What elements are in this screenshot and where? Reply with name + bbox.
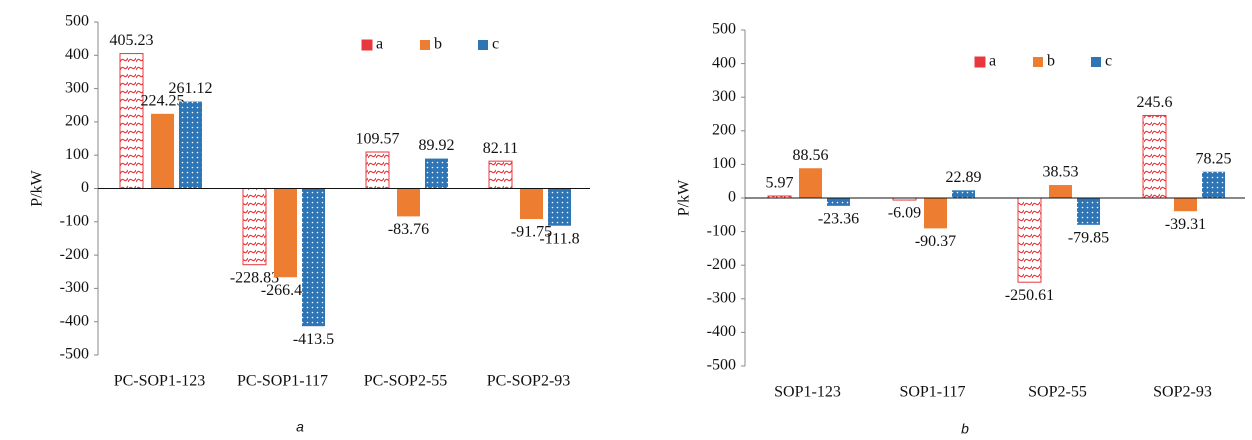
y-tick-label: -100 — [60, 212, 89, 229]
legend-swatch — [478, 40, 488, 50]
bar — [365, 151, 390, 189]
y-tick-label: 400 — [712, 54, 736, 71]
caption: b — [961, 421, 969, 437]
y-tick-label: 100 — [712, 155, 736, 172]
data-label: -228.83 — [230, 269, 279, 286]
x-tick-label: PC-SOP1-117 — [237, 373, 328, 390]
y-tick-label: -200 — [60, 246, 89, 263]
bar — [425, 158, 448, 189]
data-label: -413.5 — [293, 331, 334, 348]
data-label: -39.31 — [1165, 216, 1206, 233]
y-tick-label: -400 — [60, 312, 89, 329]
data-label: 5.97 — [766, 175, 794, 192]
y-tick-label: -500 — [60, 346, 89, 363]
legend-swatch — [974, 56, 986, 68]
bar — [274, 188, 297, 278]
legend-swatch — [1033, 57, 1043, 67]
caption: a — [296, 419, 304, 435]
legend-label: b — [434, 36, 442, 53]
bar — [1202, 171, 1225, 198]
data-label: -266.45 — [261, 282, 310, 299]
bar — [548, 188, 571, 226]
legend-label: a — [989, 53, 996, 70]
legend-label: c — [1105, 53, 1112, 70]
data-label: -83.76 — [388, 221, 429, 238]
legend-swatch — [361, 39, 373, 51]
data-label: 245.6 — [1137, 94, 1173, 111]
data-label: -250.61 — [1005, 287, 1054, 304]
legend-label: a — [376, 36, 383, 53]
data-label: 82.11 — [483, 140, 518, 157]
x-tick-label: SOP1-123 — [774, 384, 841, 401]
y-tick-label: 400 — [65, 46, 89, 63]
data-label: -91.75 — [511, 224, 552, 241]
y-tick-label: -300 — [707, 289, 736, 306]
y-axis-label: P/kW — [676, 179, 693, 216]
data-label: 224.25 — [141, 92, 185, 109]
x-tick-label: SOP1-117 — [899, 384, 965, 401]
data-label: 405.23 — [110, 32, 154, 49]
bar — [952, 190, 975, 198]
bar — [827, 198, 850, 206]
bar — [242, 188, 267, 266]
data-label: -90.37 — [915, 233, 956, 250]
data-label: -23.36 — [818, 211, 859, 228]
y-tick-label: 300 — [712, 88, 736, 105]
x-tick-label: SOP2-55 — [1028, 384, 1087, 401]
y-tick-label: 200 — [65, 113, 89, 130]
y-tick-label: 200 — [712, 121, 736, 138]
bar — [151, 113, 174, 189]
bar — [1142, 114, 1167, 199]
legend-label: c — [492, 36, 499, 53]
y-tick-label: -400 — [707, 323, 736, 340]
data-label: 109.57 — [356, 131, 400, 148]
y-tick-label: -300 — [60, 279, 89, 296]
y-tick-label: 0 — [728, 189, 736, 206]
y-tick-label: 500 — [65, 13, 89, 30]
data-label: -79.85 — [1068, 230, 1109, 247]
y-tick-label: -200 — [707, 256, 736, 273]
x-tick-label: PC-SOP2-93 — [487, 373, 571, 390]
y-tick-label: -500 — [707, 357, 736, 374]
bar — [119, 53, 144, 189]
bar — [1174, 198, 1197, 212]
y-tick-label: 0 — [81, 179, 89, 196]
bar — [179, 101, 202, 189]
data-label: -6.09 — [888, 205, 921, 222]
data-label: 261.12 — [169, 80, 213, 97]
y-tick-label: 100 — [65, 146, 89, 163]
bar — [520, 188, 543, 220]
bar — [1049, 185, 1072, 198]
data-label: 88.56 — [793, 147, 829, 164]
y-axis-label: P/kW — [29, 169, 46, 206]
data-label: -111.8 — [539, 230, 579, 247]
bar — [488, 160, 513, 189]
y-tick-label: -100 — [707, 222, 736, 239]
legend-swatch — [1091, 57, 1101, 67]
legend-swatch — [420, 40, 430, 50]
x-tick-label: PC-SOP2-55 — [364, 373, 448, 390]
y-tick-label: 300 — [65, 79, 89, 96]
data-label: 89.92 — [419, 137, 455, 154]
legend-label: b — [1047, 53, 1055, 70]
data-label: 78.25 — [1196, 150, 1232, 167]
y-tick-label: 500 — [712, 21, 736, 38]
bar — [302, 188, 325, 327]
bar — [799, 168, 822, 198]
bar — [397, 188, 420, 217]
bar — [1017, 197, 1042, 283]
data-label: 38.53 — [1043, 164, 1079, 181]
bar — [924, 198, 947, 229]
bar — [1077, 198, 1100, 225]
x-tick-label: PC-SOP1-123 — [114, 373, 206, 390]
x-tick-label: SOP2-93 — [1153, 384, 1212, 401]
data-label: 22.89 — [946, 169, 982, 186]
